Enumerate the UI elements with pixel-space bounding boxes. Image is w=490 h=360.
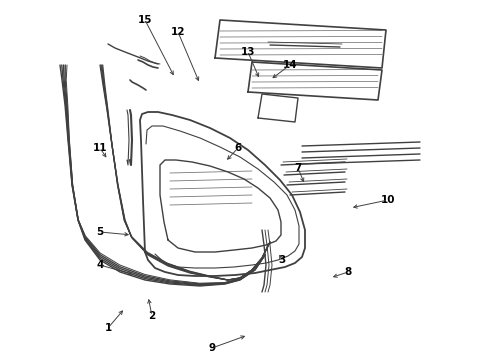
Text: 14: 14 bbox=[283, 60, 297, 70]
Text: 7: 7 bbox=[294, 163, 302, 173]
Text: 3: 3 bbox=[278, 255, 286, 265]
Text: 1: 1 bbox=[104, 323, 112, 333]
Text: 13: 13 bbox=[241, 47, 255, 57]
Text: 2: 2 bbox=[148, 311, 156, 321]
Text: 8: 8 bbox=[344, 267, 352, 277]
Text: 6: 6 bbox=[234, 143, 242, 153]
Text: 9: 9 bbox=[208, 343, 216, 353]
Text: 10: 10 bbox=[381, 195, 395, 205]
Text: 15: 15 bbox=[138, 15, 152, 25]
Text: 11: 11 bbox=[93, 143, 107, 153]
Text: 5: 5 bbox=[97, 227, 103, 237]
Text: 12: 12 bbox=[171, 27, 185, 37]
Text: 4: 4 bbox=[97, 260, 104, 270]
